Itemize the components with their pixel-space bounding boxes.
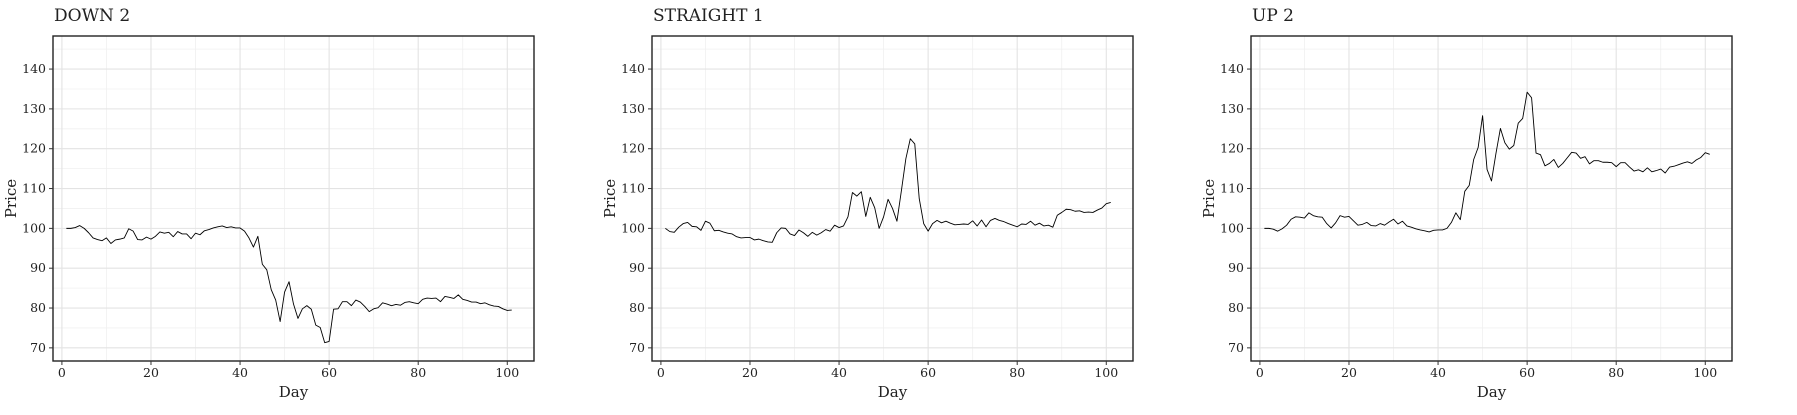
y-tick-label: 90	[1228, 260, 1244, 275]
chart-title: STRAIGHT 1	[653, 6, 764, 26]
panel-border	[52, 35, 535, 362]
chart-title: UP 2	[1252, 6, 1294, 26]
x-tick-label: 20	[1341, 365, 1357, 380]
y-tick-label: 110	[621, 181, 645, 196]
chart-1: 0 20 40 60 80 100 70 80 90 100 110 120 130 140 DOWN 2 D…	[2, 6, 535, 401]
x-tick-label: 80	[1009, 365, 1025, 380]
y-axis-label: Price	[601, 179, 619, 218]
x-axis-label: Day	[878, 383, 908, 401]
x-axis-label: Day	[1477, 383, 1507, 401]
y-tick-label: 90	[629, 260, 645, 275]
y-tick-label: 120	[1220, 141, 1244, 156]
y-tick-label: 80	[1228, 300, 1244, 315]
y-tick-label: 140	[621, 61, 645, 76]
chart-3: 0 20 40 60 80 100 70 80 90 100 110 120 130 140 UP 2 Day…	[1200, 6, 1733, 401]
plot-area	[1251, 36, 1732, 361]
y-tick-label: 70	[1228, 340, 1244, 355]
x-tick-label: 0	[657, 365, 665, 380]
x-tick-label: 60	[321, 365, 337, 380]
x-tick-label: 40	[232, 365, 248, 380]
x-tick-label: 80	[1608, 365, 1624, 380]
x-tick-label: 20	[143, 365, 159, 380]
panel-border	[1250, 35, 1733, 362]
chart-panel-3: 0 20 40 60 80 100 70 80 90 100 110 120 130 140 UP 2 Day…	[1198, 0, 1797, 411]
series-line	[665, 138, 1111, 243]
plot-area	[53, 36, 534, 361]
y-tick-label: 80	[30, 300, 46, 315]
x-tick-label: 40	[1430, 365, 1446, 380]
x-tick-label: 100	[1693, 365, 1717, 380]
chart-title: DOWN 2	[54, 6, 130, 26]
chart-panel-1: 0 20 40 60 80 100 70 80 90 100 110 120 130 140 DOWN 2 D…	[0, 0, 599, 411]
chart-2: 0 20 40 60 80 100 70 80 90 100 110 120 130 140 STRAIGH…	[601, 6, 1134, 401]
y-tick-label: 130	[22, 101, 46, 116]
x-tick-label: 20	[742, 365, 758, 380]
series-line	[66, 225, 512, 344]
y-tick-label: 110	[1220, 181, 1244, 196]
panel-border	[651, 35, 1134, 362]
y-tick-label: 100	[621, 220, 645, 235]
plot-area	[652, 36, 1133, 361]
y-tick-label: 70	[629, 340, 645, 355]
x-tick-label: 0	[1256, 365, 1264, 380]
x-tick-label: 100	[1094, 365, 1118, 380]
x-tick-label: 40	[831, 365, 847, 380]
y-tick-label: 70	[30, 340, 46, 355]
y-tick-label: 140	[22, 61, 46, 76]
x-tick-label: 60	[920, 365, 936, 380]
y-axis-label: Price	[2, 179, 20, 218]
y-tick-label: 110	[22, 181, 46, 196]
x-tick-label: 60	[1519, 365, 1535, 380]
x-tick-label: 100	[495, 365, 519, 380]
y-tick-label: 80	[629, 300, 645, 315]
series-line	[1264, 91, 1710, 233]
y-tick-label: 130	[621, 101, 645, 116]
chart-panel-2: 0 20 40 60 80 100 70 80 90 100 110 120 130 140 STRAIGH…	[599, 0, 1198, 411]
x-tick-label: 0	[58, 365, 66, 380]
y-axis-label: Price	[1200, 179, 1218, 218]
y-tick-label: 100	[22, 220, 46, 235]
y-tick-label: 100	[1220, 220, 1244, 235]
y-tick-label: 140	[1220, 61, 1244, 76]
y-tick-label: 120	[621, 141, 645, 156]
y-tick-label: 90	[30, 260, 46, 275]
x-axis-label: Day	[279, 383, 309, 401]
x-tick-label: 80	[410, 365, 426, 380]
y-tick-label: 120	[22, 141, 46, 156]
y-tick-label: 130	[1220, 101, 1244, 116]
